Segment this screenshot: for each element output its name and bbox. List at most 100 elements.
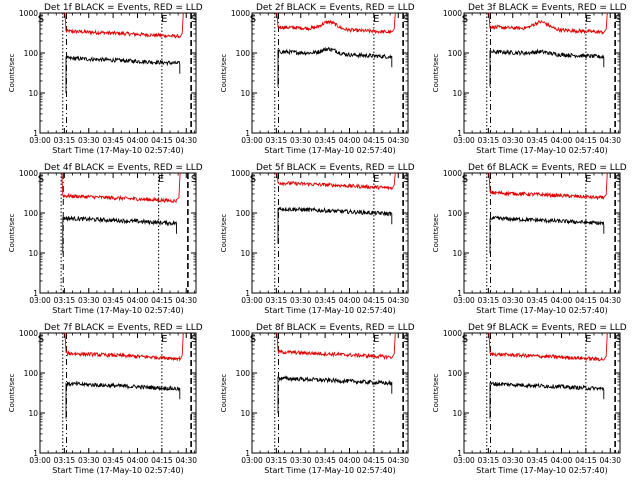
time-marker-label: S: [615, 334, 621, 345]
y-axis-label: Counts/sec: [432, 214, 440, 253]
x-tick-label: 03:30: [502, 456, 524, 465]
x-tick-label: 04:00: [339, 136, 361, 145]
x-tick-label: 03:45: [102, 296, 124, 305]
panel-9: Det 9f BLACK = Events, RED = LLD 1 10 100 10…: [432, 323, 627, 475]
x-axis-label: Start Time (17-May-10 02:57:40): [52, 306, 183, 315]
y-axis-label: Counts/sec: [220, 54, 228, 93]
x-tick-label: 03:45: [526, 456, 548, 465]
y-tick-label: 1000: [443, 169, 462, 178]
y-tick-label: 1000: [231, 169, 250, 178]
x-tick-label: 04:00: [339, 296, 361, 305]
x-axis-label: Start Time (17-May-10 02:57:40): [52, 146, 183, 155]
panel-title: Det 8f BLACK = Events, RED = LLD: [256, 323, 415, 333]
x-tick-label: 03:00: [241, 456, 263, 465]
events-series-line: [65, 55, 181, 94]
x-tick-label: 03:00: [453, 456, 475, 465]
time-marker-label: E: [373, 334, 379, 345]
time-marker-label: S: [38, 174, 44, 185]
x-tick-label: 04:15: [575, 456, 597, 465]
y-tick-label: 1000: [231, 329, 250, 338]
time-marker-label: E: [585, 14, 591, 25]
time-marker-label: S: [250, 334, 256, 345]
time-marker-label: E: [585, 174, 591, 185]
time-marker-label: S: [462, 14, 468, 25]
y-tick-label: 10: [240, 89, 250, 98]
y-tick-label: 100: [448, 49, 463, 58]
time-marker-label: S: [403, 14, 409, 25]
y-tick-label: 10: [28, 89, 38, 98]
x-tick-label: 03:30: [290, 296, 312, 305]
time-marker-label: E: [161, 14, 167, 25]
x-tick-label: 04:15: [363, 456, 385, 465]
x-tick-label: 04:00: [551, 136, 573, 145]
x-tick-label: 04:15: [575, 136, 597, 145]
time-marker-label: S: [615, 14, 621, 25]
y-tick-label: 10: [240, 409, 250, 418]
events-series-line: [277, 206, 393, 244]
x-axis-label: Start Time (17-May-10 02:57:40): [476, 306, 607, 315]
x-tick-label: 04:30: [175, 456, 197, 465]
x-tick-label: 04:15: [151, 296, 173, 305]
y-tick-label: 100: [448, 209, 463, 218]
x-tick-label: 04:30: [387, 296, 409, 305]
y-tick-label: 10: [28, 249, 38, 258]
x-tick-label: 04:15: [363, 296, 385, 305]
x-tick-label: 03:30: [78, 456, 100, 465]
y-tick-label: 10: [452, 89, 462, 98]
lld-series-line: [488, 332, 608, 362]
x-tick-label: 03:30: [502, 296, 524, 305]
y-tick-label: 10: [452, 409, 462, 418]
plot-frame: [39, 12, 197, 134]
time-marker-label: S: [403, 334, 409, 345]
lld-series-line: [488, 12, 608, 36]
time-marker-label: S: [462, 334, 468, 345]
y-tick-label: 1: [457, 449, 462, 458]
x-tick-label: 03:15: [54, 296, 76, 305]
x-tick-label: 03:15: [266, 136, 288, 145]
events-series-line: [489, 48, 605, 87]
events-series-line: [489, 380, 605, 419]
x-tick-label: 03:00: [29, 136, 51, 145]
panel-title: Det 6f BLACK = Events, RED = LLD: [468, 163, 627, 173]
time-marker-label: S: [403, 174, 409, 185]
x-tick-label: 04:15: [151, 136, 173, 145]
events-series-line: [277, 375, 393, 414]
lld-series-line: [61, 172, 181, 204]
x-tick-label: 03:45: [526, 136, 548, 145]
y-tick-label: 1: [457, 289, 462, 298]
y-tick-label: 1000: [443, 329, 462, 338]
x-tick-label: 04:15: [363, 136, 385, 145]
lld-series-line: [64, 332, 184, 362]
x-tick-label: 04:00: [127, 456, 149, 465]
time-marker-label: S: [191, 334, 197, 345]
y-axis-label: Counts/sec: [8, 214, 16, 253]
x-tick-label: 03:15: [478, 296, 500, 305]
x-axis-label: Start Time (17-May-10 02:57:40): [264, 146, 395, 155]
x-tick-label: 03:15: [478, 456, 500, 465]
x-tick-label: 04:15: [575, 296, 597, 305]
x-tick-label: 03:45: [314, 136, 336, 145]
x-tick-label: 03:45: [314, 296, 336, 305]
x-tick-label: 03:30: [78, 296, 100, 305]
panel-8: Det 8f BLACK = Events, RED = LLD 1 10 100 10…: [220, 323, 415, 475]
y-axis-label: Counts/sec: [432, 374, 440, 413]
x-tick-label: 03:00: [29, 296, 51, 305]
y-tick-label: 100: [236, 209, 251, 218]
panel-title: Det 2f BLACK = Events, RED = LLD: [256, 3, 415, 13]
x-tick-label: 04:00: [127, 296, 149, 305]
x-axis-label: Start Time (17-May-10 02:57:40): [476, 466, 607, 475]
lld-series-line: [276, 12, 396, 35]
y-tick-label: 100: [236, 49, 251, 58]
y-axis-label: Counts/sec: [8, 54, 16, 93]
plot-frame: [251, 12, 409, 134]
time-marker-label: S: [250, 14, 256, 25]
y-axis-label: Counts/sec: [8, 374, 16, 413]
plot-frame: [251, 172, 409, 294]
y-tick-label: 1000: [231, 9, 250, 18]
x-tick-label: 03:00: [453, 136, 475, 145]
time-marker-label: E: [373, 174, 379, 185]
time-marker-label: S: [191, 174, 197, 185]
y-tick-label: 1000: [443, 9, 462, 18]
time-marker-label: S: [250, 174, 256, 185]
